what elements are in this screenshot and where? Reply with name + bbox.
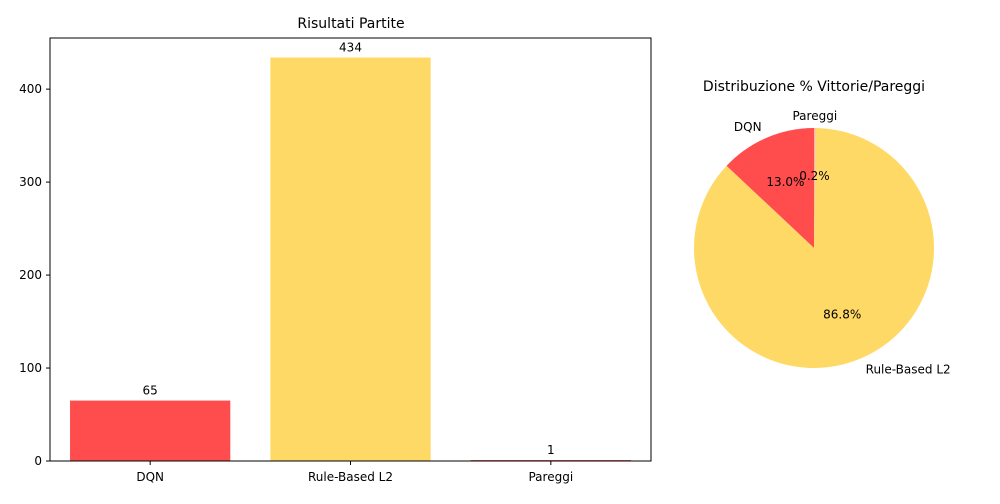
bar-plot-frame — [49, 37, 652, 462]
bar — [270, 57, 431, 462]
pie-percent-label: 0.2% — [799, 169, 830, 183]
pie-slice-label: DQN — [734, 120, 762, 134]
x-tick-label: Pareggi — [528, 470, 573, 484]
pie-slice-label: Pareggi — [792, 109, 837, 123]
pie-slice-label: Rule-Based L2 — [866, 362, 951, 376]
bar-series: 65 434 1 — [70, 41, 631, 462]
bar-chart: Risultati Partite 0 100 200 300 400 65 434 1 D… — [19, 16, 652, 484]
bar-y-axis: 0 100 200 300 400 — [19, 82, 50, 468]
pie-slice — [814, 128, 816, 248]
pie-chart-title: Distribuzione % Vittorie/Pareggi — [703, 79, 925, 95]
bar — [70, 400, 231, 461]
x-tick-label: Rule-Based L2 — [308, 470, 393, 484]
pie-slice — [694, 128, 934, 368]
bar-chart-title: Risultati Partite — [297, 16, 404, 32]
bar-value-label: 1 — [547, 443, 555, 457]
x-tick-label: DQN — [136, 470, 164, 484]
bar-value-label: 65 — [143, 384, 158, 398]
pie-slices — [694, 128, 934, 368]
pie-chart: Distribuzione % Vittorie/Pareggi DQN 13.0… — [694, 79, 951, 376]
pie-percent-label: 13.0% — [766, 175, 804, 189]
pie-labels: DQN 13.0% Rule-Based L2 86.8% Pareggi 0.2% — [734, 109, 951, 376]
y-tick-label: 100 — [19, 361, 42, 375]
y-tick-label: 300 — [19, 175, 42, 189]
y-tick-label: 0 — [34, 454, 42, 468]
bar-value-label: 434 — [339, 41, 362, 55]
y-tick-label: 400 — [19, 82, 42, 96]
pie-percent-label: 86.8% — [823, 307, 861, 321]
y-tick-label: 200 — [19, 268, 42, 282]
bar-x-axis: DQN Rule-Based L2 Pareggi — [136, 461, 573, 484]
pie-slice — [726, 128, 814, 248]
